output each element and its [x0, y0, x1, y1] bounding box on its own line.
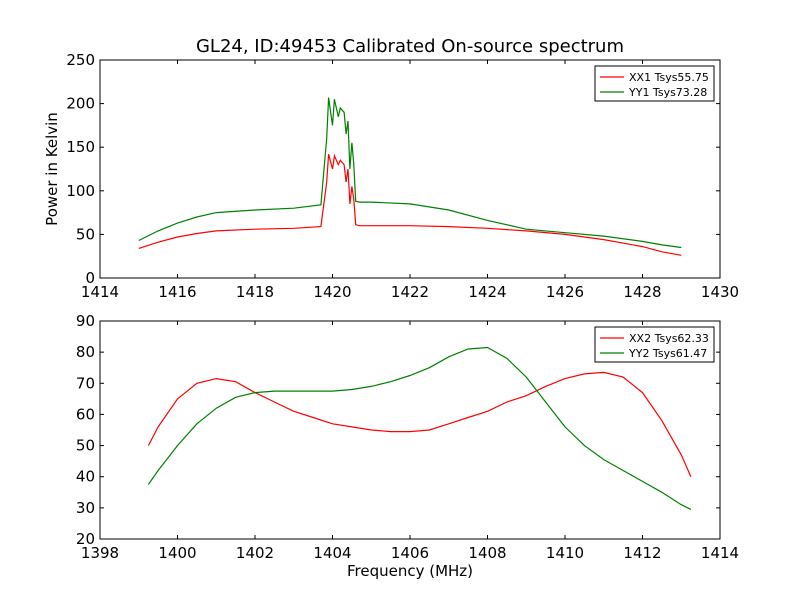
series-group — [138, 97, 682, 256]
x-tick-label: 1414 — [81, 283, 119, 301]
series-line-xx1 — [138, 153, 682, 256]
y-tick-label: 150 — [66, 138, 95, 156]
x-tick-label: 1402 — [236, 544, 274, 562]
x-tick-label: 1412 — [623, 544, 661, 562]
y-tick-label: 250 — [66, 51, 95, 69]
x-tick-label: 1424 — [468, 283, 506, 301]
series-line-yy1 — [138, 97, 682, 249]
y-tick-label: 50 — [76, 437, 95, 455]
legend: XX1 Tsys55.75 YY1 Tsys73.28 — [594, 65, 715, 102]
x-tick-label: 1410 — [546, 544, 584, 562]
x-tick-label: 1428 — [623, 283, 661, 301]
y-tick-label: 0 — [85, 269, 95, 287]
x-tick-label: 1420 — [313, 283, 351, 301]
x-tick-label: 1430 — [701, 283, 739, 301]
y-tick-label: 60 — [76, 405, 95, 423]
x-tick-label: 1398 — [81, 544, 119, 562]
series-group — [147, 346, 692, 510]
y-tick-label: 70 — [76, 374, 95, 392]
x-tick-label: 1404 — [313, 544, 351, 562]
top-panel: 1414 1416 1418 1420 1422 1424 1426 1428 1430 0 50 1… — [66, 51, 739, 301]
x-tick-label: 1406 — [391, 544, 429, 562]
legend-label: YY2 Tsys61.47 — [628, 347, 707, 360]
y-tick-label: 80 — [76, 343, 95, 361]
bottom-panel: 1398 1400 1402 1404 1406 1408 1410 1412 1414 20 30… — [76, 312, 739, 562]
legend-label: XX1 Tsys55.75 — [629, 71, 709, 84]
y-tick-label: 30 — [76, 499, 95, 517]
x-tick-label: 1426 — [546, 283, 584, 301]
x-tick-label: 1416 — [158, 283, 196, 301]
x-axis-label-bottom: Frequency (MHz) — [347, 562, 473, 580]
x-tick-label: 1414 — [701, 544, 739, 562]
x-tick-label: 1418 — [236, 283, 274, 301]
legend-box — [594, 65, 715, 102]
legend: XX2 Tsys62.33 YY2 Tsys61.47 — [594, 326, 715, 363]
y-axis-label-top: Power in Kelvin — [43, 112, 61, 226]
legend-label: XX2 Tsys62.33 — [629, 332, 709, 345]
y-tick-label: 50 — [76, 225, 95, 243]
y-tick-label: 90 — [76, 312, 95, 330]
x-tick-label: 1408 — [468, 544, 506, 562]
y-tick-label: 40 — [76, 468, 95, 486]
y-tick-label: 200 — [66, 95, 95, 113]
y-tick-label: 100 — [66, 182, 95, 200]
series-line-yy2 — [147, 346, 692, 510]
legend-box — [594, 326, 715, 363]
chart-title: GL24, ID:49453 Calibrated On-source spec… — [196, 36, 624, 57]
x-tick-label: 1422 — [391, 283, 429, 301]
series-line-xx2 — [147, 371, 692, 477]
legend-label: YY1 Tsys73.28 — [628, 86, 707, 99]
x-tick-label: 1400 — [158, 544, 196, 562]
y-tick-label: 20 — [76, 530, 95, 548]
